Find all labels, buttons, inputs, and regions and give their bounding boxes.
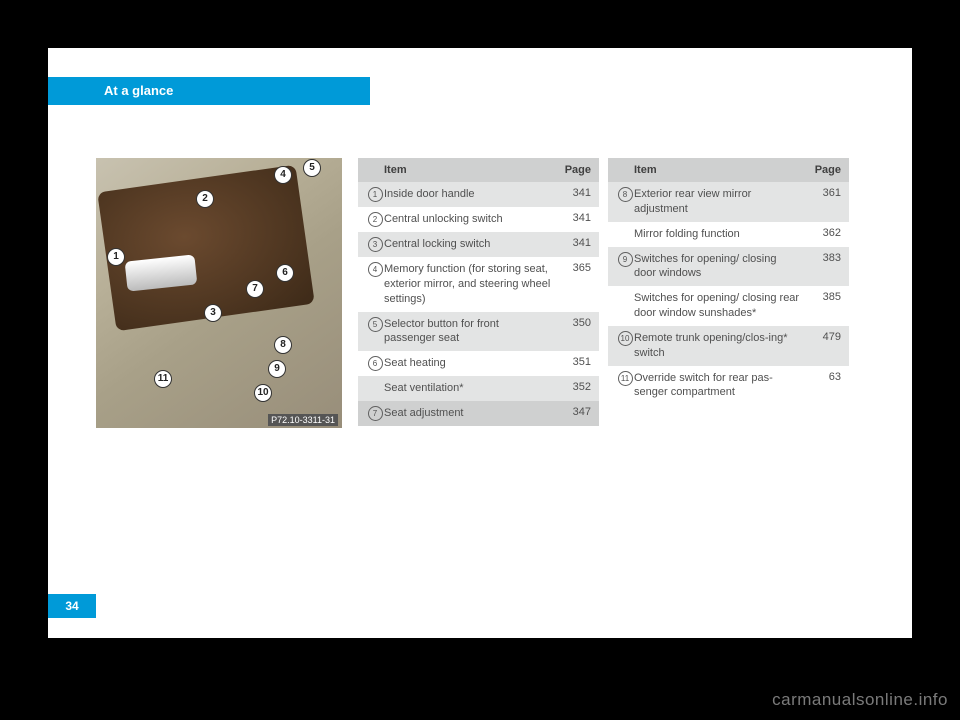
row-item-text: Memory function (for storing seat, exter… <box>384 262 555 307</box>
table-header-row: Item Page <box>608 158 849 182</box>
row-number-cell: 10 <box>616 331 634 346</box>
table-row: 11Override switch for rear pas-senger co… <box>608 366 849 406</box>
callout-2: 2 <box>196 190 214 208</box>
page-number: 34 <box>48 594 96 618</box>
row-item-text: Remote trunk opening/clos-ing* switch <box>634 331 805 361</box>
row-item-text: Exterior rear view mirror adjustment <box>634 187 805 217</box>
row-page-ref: 351 <box>555 356 591 368</box>
callout-4: 4 <box>274 166 292 184</box>
row-page-ref: 361 <box>805 187 841 199</box>
row-page-ref: 365 <box>555 262 591 274</box>
table-row: 2Central unlocking switch341 <box>358 207 599 232</box>
watermark: carmanualsonline.info <box>772 690 948 710</box>
page-number-text: 34 <box>65 599 78 613</box>
table-row: Switches for opening/ closing rear door … <box>608 286 849 326</box>
row-number-cell: 11 <box>616 371 634 386</box>
callout-1: 1 <box>107 248 125 266</box>
col-num <box>616 164 634 176</box>
row-number-circle: 4 <box>368 262 383 277</box>
row-number-circle: 6 <box>368 356 383 371</box>
row-number-cell: 2 <box>366 212 384 227</box>
row-number-cell: 4 <box>366 262 384 277</box>
row-number-cell: 9 <box>616 252 634 267</box>
row-number-circle: 8 <box>618 187 633 202</box>
col-num <box>366 164 384 176</box>
row-item-text: Switches for opening/ closing door windo… <box>634 252 805 282</box>
section-header: At a glance <box>48 77 370 105</box>
callout-10: 10 <box>254 384 272 402</box>
row-page-ref: 350 <box>555 317 591 329</box>
callout-9: 9 <box>268 360 286 378</box>
row-number-cell: 6 <box>366 356 384 371</box>
items-table-1: Item Page 1Inside door handle3412Central… <box>358 158 599 426</box>
table-row: 3Central locking switch341 <box>358 232 599 257</box>
table-row: 6Seat heating351 <box>358 351 599 376</box>
table-row: 8Exterior rear view mirror adjustment361 <box>608 182 849 222</box>
callout-5: 5 <box>303 159 321 177</box>
row-number-cell: 8 <box>616 187 634 202</box>
section-title: At a glance <box>104 83 173 98</box>
row-number-cell: 3 <box>366 237 384 252</box>
row-page-ref: 341 <box>555 187 591 199</box>
row-page-ref: 347 <box>555 406 591 418</box>
col-item: Item <box>634 164 805 176</box>
callout-11: 11 <box>154 370 172 388</box>
photo-reference-label: P72.10-3311-31 <box>268 414 338 426</box>
row-item-text: Seat adjustment <box>384 406 555 421</box>
table-row: 1Inside door handle341 <box>358 182 599 207</box>
row-page-ref: 341 <box>555 212 591 224</box>
row-page-ref: 362 <box>805 227 841 239</box>
table-row: Seat ventilation*352 <box>358 376 599 401</box>
row-number-circle: 1 <box>368 187 383 202</box>
col-page: Page <box>805 164 841 176</box>
callout-8: 8 <box>274 336 292 354</box>
row-page-ref: 385 <box>805 291 841 303</box>
door-panel-photo: 1234567891011 P72.10-3311-31 <box>96 158 342 428</box>
row-page-ref: 383 <box>805 252 841 264</box>
row-item-text: Central unlocking switch <box>384 212 555 227</box>
callout-7: 7 <box>246 280 264 298</box>
row-item-text: Switches for opening/ closing rear door … <box>634 291 805 321</box>
col-item: Item <box>384 164 555 176</box>
row-number-circle: 5 <box>368 317 383 332</box>
row-item-text: Inside door handle <box>384 187 555 202</box>
row-page-ref: 479 <box>805 331 841 343</box>
row-item-text: Seat heating <box>384 356 555 371</box>
items-table-2: Item Page 8Exterior rear view mirror adj… <box>608 158 849 405</box>
row-number-circle: 2 <box>368 212 383 227</box>
row-page-ref: 341 <box>555 237 591 249</box>
col-page: Page <box>555 164 591 176</box>
manual-page: At a glance 1234567891011 P72.10-3311-31… <box>48 48 912 638</box>
row-number-circle: 3 <box>368 237 383 252</box>
callout-3: 3 <box>204 304 222 322</box>
row-page-ref: 352 <box>555 381 591 393</box>
row-number-circle: 10 <box>618 331 633 346</box>
row-number-cell: 7 <box>366 406 384 421</box>
table-row: 10Remote trunk opening/clos-ing* switch4… <box>608 326 849 366</box>
row-item-text: Mirror folding function <box>634 227 805 242</box>
table-row: 4Memory function (for storing seat, exte… <box>358 257 599 312</box>
table-header-row: Item Page <box>358 158 599 182</box>
table-row: 5Selector button for front passenger sea… <box>358 312 599 352</box>
table-row: 7Seat adjustment347 <box>358 401 599 426</box>
row-number-circle: 9 <box>618 252 633 267</box>
row-number-circle: 7 <box>368 406 383 421</box>
row-page-ref: 63 <box>805 371 841 383</box>
row-item-text: Selector button for front passenger seat <box>384 317 555 347</box>
callout-6: 6 <box>276 264 294 282</box>
row-number-cell: 1 <box>366 187 384 202</box>
row-item-text: Override switch for rear pas-senger comp… <box>634 371 805 401</box>
row-item-text: Central locking switch <box>384 237 555 252</box>
row-item-text: Seat ventilation* <box>384 381 555 396</box>
row-number-cell: 5 <box>366 317 384 332</box>
row-number-circle: 11 <box>618 371 633 386</box>
table-row: 9Switches for opening/ closing door wind… <box>608 247 849 287</box>
table-row: Mirror folding function362 <box>608 222 849 247</box>
